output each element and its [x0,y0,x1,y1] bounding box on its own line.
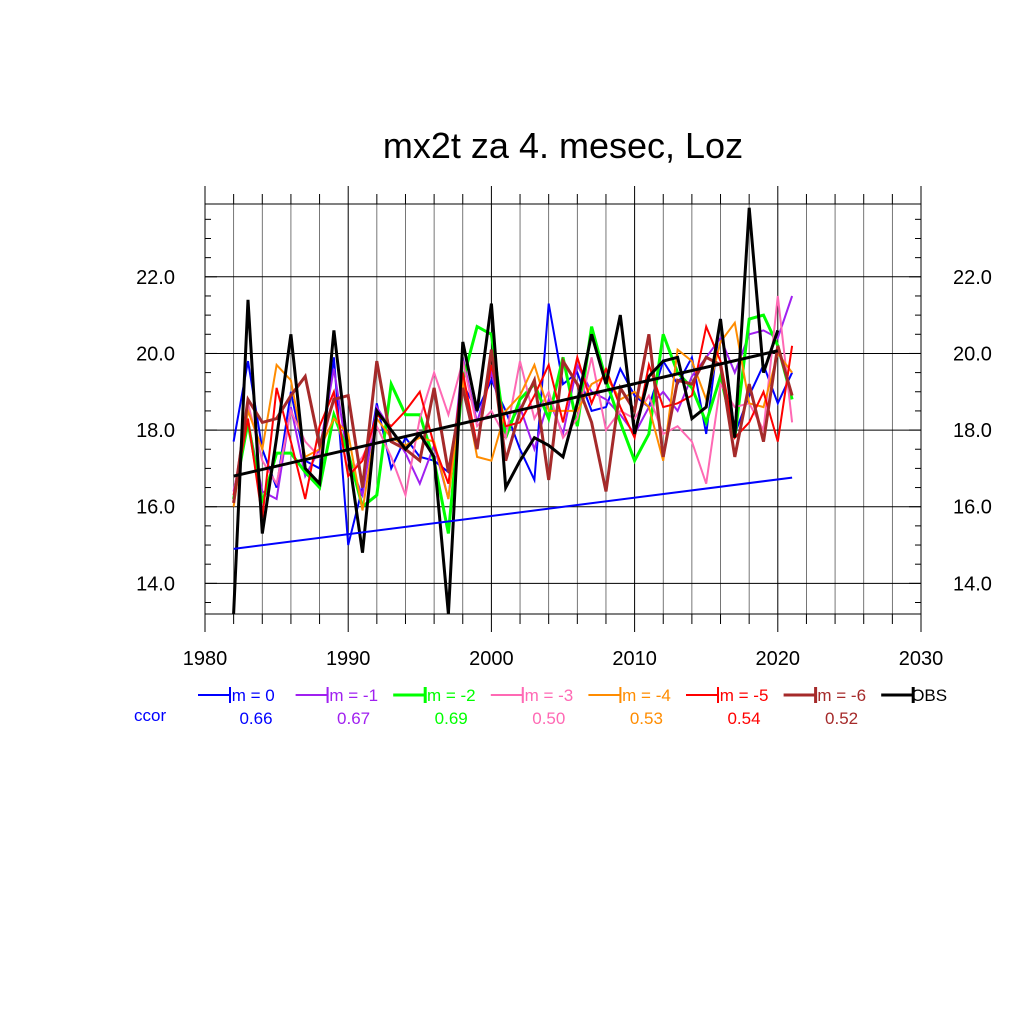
ccor-value-6: 0.52 [825,709,858,728]
ccor-value-4: 0.53 [630,709,663,728]
y-tick-label-left: 14.0 [136,573,175,595]
y-tick-label-right: 22.0 [953,267,992,289]
legend-label-3: lm = -3 [521,686,573,705]
legend-label-2: lm = -2 [423,686,475,705]
chart-title: mx2t za 4. mesec, Loz [383,125,743,166]
x-tick-label: 2010 [612,648,657,670]
series-line-2 [232,313,794,534]
x-tick-label: 1990 [326,648,371,670]
y-tick-label-left: 16.0 [136,497,175,519]
ccor-value-5: 0.54 [727,709,760,728]
ccor-label: ccor [134,706,166,725]
y-tick-label-right: 14.0 [953,573,992,595]
trend-line-1 [233,349,779,478]
y-tick-label-left: 18.0 [136,420,175,442]
y-tick-label-right: 20.0 [953,343,992,365]
ccor-value-1: 0.67 [337,709,370,728]
legend-label-5: lm = -5 [716,686,768,705]
x-tick-label: 2030 [899,648,944,670]
legend-label-6: lm = -6 [814,686,866,705]
axis-ticks [204,186,922,632]
y-tick-label-right: 16.0 [953,497,992,519]
x-tick-label: 1980 [183,648,228,670]
y-tick-label-left: 20.0 [136,343,175,365]
legend-label-1: lm = -1 [326,686,378,705]
ccor-value-0: 0.66 [239,709,272,728]
series-lines [232,207,794,615]
plot-frame [204,203,922,615]
legend-label-4: lm = -4 [618,686,670,705]
axis-labels: 1980 1990 2000 2010 2020 2030 14.0 14.0 16.0 16.0… [136,267,992,670]
x-tick-label: 2000 [469,648,514,670]
ccor-value-2: 0.69 [435,709,468,728]
ccor-value-3: 0.50 [532,709,565,728]
legend: lm = 0 0.66 lm = -1 0.67 lm = -2 0.69 lm = -3 0… [134,686,947,728]
trend-line-0 [233,476,793,550]
y-tick-label-left: 22.0 [136,267,175,289]
series-line-4 [232,320,793,511]
series-line-7 [232,207,780,615]
legend-label-0: lm = 0 [228,686,275,705]
x-tick-label: 2020 [756,648,801,670]
y-tick-label-right: 18.0 [953,420,992,442]
legend-label-7: OBS [911,686,947,705]
